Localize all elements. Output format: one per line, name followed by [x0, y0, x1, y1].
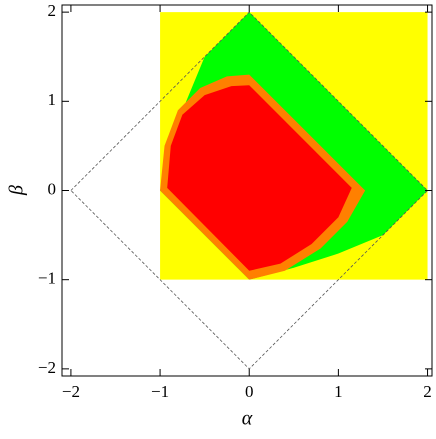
y-tick-label: 2 — [48, 1, 57, 20]
y-tick-label: 1 — [48, 90, 57, 109]
x-tick-label: −2 — [62, 382, 80, 401]
y-tick-label: −1 — [38, 269, 56, 288]
x-tick-label: 1 — [334, 382, 343, 401]
y-tick-label: 0 — [48, 179, 57, 198]
y-tick-label: −2 — [38, 358, 56, 377]
dashed-outline — [70, 11, 429, 370]
x-tick-label: −1 — [151, 382, 169, 401]
x-tick-label: 2 — [423, 382, 432, 401]
y-axis-label: β — [6, 185, 28, 196]
region — [167, 85, 352, 271]
x-tick-label: 0 — [245, 382, 254, 401]
x-axis-label: α — [242, 408, 253, 430]
